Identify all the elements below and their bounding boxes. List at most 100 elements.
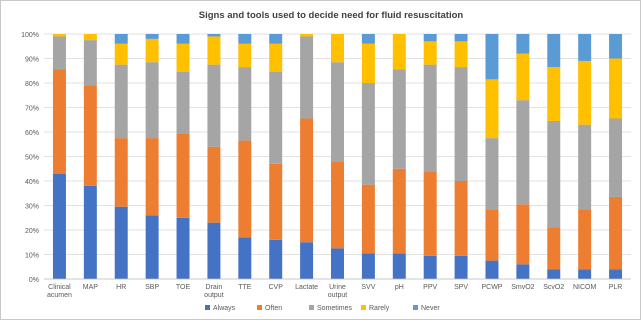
- bar-segment: [300, 118, 314, 243]
- legend-swatch: [205, 305, 210, 310]
- bar-segment: [454, 181, 468, 256]
- bar-segment: [300, 36, 314, 119]
- bar-segment: [207, 64, 221, 147]
- bar-segment: [145, 34, 159, 39]
- bar-segment: [269, 34, 283, 44]
- x-tick-label: SmvO2: [511, 284, 534, 291]
- y-tick-label: 0%: [29, 277, 39, 284]
- bar-segment: [392, 69, 406, 169]
- bar-segment: [361, 253, 375, 279]
- bar-segment: [269, 71, 283, 164]
- bar-segment: [300, 242, 314, 279]
- bar-segment: [578, 269, 592, 279]
- bar-segment: [454, 34, 468, 42]
- bar-segment: [516, 204, 530, 265]
- bar-segment: [578, 60, 592, 125]
- x-tick-label: MAP: [83, 284, 99, 291]
- y-tick-label: 60%: [25, 130, 39, 137]
- bar-segment: [485, 34, 499, 80]
- bar-segment: [578, 124, 592, 210]
- bar-segment: [176, 133, 190, 218]
- bar-segment: [269, 239, 283, 279]
- bar-segment: [547, 67, 561, 121]
- bar-segment: [83, 185, 97, 279]
- bar-segment: [485, 138, 499, 210]
- bar-segment: [609, 269, 623, 279]
- bar-segment: [547, 34, 561, 68]
- chart-title: Signs and tools used to decide need for …: [199, 10, 464, 21]
- y-tick-label: 70%: [25, 106, 39, 113]
- bar-segment: [331, 161, 344, 249]
- legend-label: Always: [213, 305, 236, 312]
- x-tick-label: PLR: [609, 284, 623, 291]
- legend-label: Sometimes: [317, 305, 353, 312]
- x-tick-label: SPV: [454, 284, 468, 291]
- y-tick-label: 40%: [25, 179, 39, 186]
- x-tick-label: SVV: [361, 284, 375, 291]
- legend-label: Rarely: [369, 305, 390, 312]
- bar-segment: [52, 69, 66, 174]
- bar-segment: [114, 206, 128, 279]
- legend-swatch: [257, 305, 262, 310]
- x-tick-label: Lactate: [295, 284, 318, 291]
- x-tick-label: HR: [116, 284, 126, 291]
- y-tick-label: 20%: [25, 228, 39, 235]
- bar-segment: [114, 64, 128, 139]
- bar-segment: [485, 209, 499, 261]
- bar-segment: [547, 227, 561, 270]
- chart-frame: Signs and tools used to decide need for …: [0, 0, 641, 320]
- bar-segment: [114, 43, 128, 65]
- bar-segment: [238, 140, 252, 238]
- y-tick-label: 90%: [25, 57, 39, 64]
- y-tick-label: 50%: [25, 155, 39, 162]
- bar-segment: [547, 120, 561, 228]
- x-tick-label: ScvO2: [543, 284, 564, 291]
- y-tick-label: 100%: [21, 32, 39, 39]
- bar-segment: [114, 138, 128, 207]
- bar-segment: [83, 40, 97, 86]
- bar-segment: [238, 34, 252, 44]
- bar-segment: [454, 255, 468, 279]
- bar-segment: [485, 79, 499, 139]
- y-tick-label: 30%: [25, 204, 39, 211]
- bar-segment: [609, 196, 623, 270]
- bar-segment: [516, 264, 530, 279]
- bars: [52, 34, 623, 279]
- bar-segment: [516, 53, 530, 101]
- bar-segment: [331, 34, 344, 63]
- bar-segment: [52, 36, 66, 70]
- bar-segment: [423, 64, 437, 172]
- bar-segment: [361, 184, 375, 254]
- bar-segment: [83, 34, 97, 41]
- bar-segment: [176, 34, 190, 44]
- bar-segment: [361, 34, 375, 44]
- x-tick-label: TOE: [176, 284, 191, 291]
- bar-segment: [609, 34, 623, 59]
- x-tick-label: pH: [395, 284, 404, 291]
- x-tick-label: Clinical acumen: [47, 284, 72, 299]
- x-tick-label: CVP: [269, 284, 284, 291]
- y-tick-label: 80%: [25, 81, 39, 88]
- bar-segment: [392, 34, 406, 70]
- bar-segment: [238, 237, 252, 279]
- bar-segment: [176, 71, 190, 134]
- bar-segment: [578, 34, 592, 61]
- bar-segment: [145, 138, 159, 216]
- bar-segment: [238, 67, 252, 141]
- bar-segment: [145, 215, 159, 279]
- bar-segment: [145, 38, 159, 63]
- bar-segment: [454, 41, 468, 68]
- x-tick-label: Urine output: [328, 284, 348, 299]
- bar-segment: [361, 43, 375, 83]
- bar-segment: [423, 255, 437, 279]
- bar-segment: [207, 222, 221, 279]
- bar-segment: [423, 41, 437, 65]
- bar-segment: [423, 34, 437, 42]
- bar-segment: [114, 34, 128, 44]
- bar-segment: [609, 118, 623, 197]
- bar-segment: [423, 171, 437, 256]
- bar-segment: [485, 260, 499, 279]
- legend-swatch: [413, 305, 418, 310]
- bar-segment: [207, 36, 221, 65]
- bar-segment: [269, 43, 283, 72]
